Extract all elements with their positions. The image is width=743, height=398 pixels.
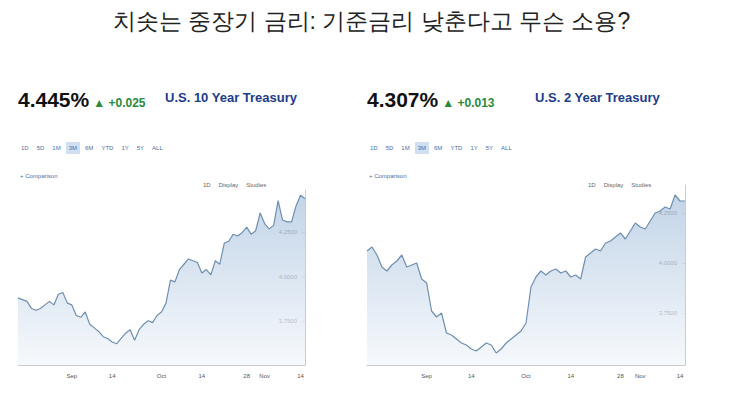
svg-text:28: 28 (243, 373, 250, 379)
html-text:Display: Display (603, 182, 624, 188)
html-text:1D: 1D (21, 145, 29, 151)
html-text:U.S. 10 Year Treasury: U.S. 10 Year Treasury (165, 90, 297, 105)
html-text:ALL: ALL (501, 145, 512, 151)
svg-text:Nov: Nov (259, 373, 270, 379)
html-text:1M: 1M (52, 145, 61, 151)
html-text:YTD: YTD (101, 145, 114, 151)
html-text:4.307% ▲ +0.013: 4.307% ▲ +0.013 (367, 88, 495, 111)
html-text:+ Comparison: + Comparison (20, 173, 58, 179)
html-text:YTD: YTD (450, 145, 463, 151)
svg-text:14: 14 (677, 373, 684, 379)
html-text:5D: 5D (36, 145, 45, 151)
html-text:Studies: Studies (631, 182, 652, 188)
html-text:3M: 3M (417, 145, 426, 151)
html-text:6M: 6M (85, 145, 94, 151)
html-text:3M: 3M (68, 145, 77, 151)
html-text:1D: 1D (588, 182, 596, 188)
html-text:6M: 6M (434, 145, 443, 151)
svg-text:Oct: Oct (157, 373, 167, 379)
svg-text:Nov: Nov (635, 373, 646, 379)
svg-text:Oct: Oct (521, 373, 531, 379)
html-text:1D: 1D (370, 145, 378, 151)
svg-text:14: 14 (109, 373, 116, 379)
svg-text:14: 14 (199, 373, 206, 379)
html-text:U.S. 2 Year Treasury: U.S. 2 Year Treasury (535, 90, 660, 105)
html-text:4.445% ▲ +0.025: 4.445% ▲ +0.025 (18, 88, 146, 111)
html-text:1D: 1D (203, 182, 211, 188)
svg-text:Sep: Sep (421, 373, 432, 379)
html-text:+ Comparison: + Comparison (369, 173, 407, 179)
html-text:Studies: Studies (246, 182, 267, 188)
html-text:1Y: 1Y (121, 145, 129, 151)
html-text:5D: 5D (385, 145, 394, 151)
html-text:Display: Display (218, 182, 239, 188)
html-text:1Y: 1Y (470, 145, 478, 151)
svg-text:14: 14 (567, 373, 574, 379)
svg-text:Sep: Sep (66, 373, 77, 379)
html-text:ALL: ALL (152, 145, 163, 151)
html-text:5Y: 5Y (136, 145, 145, 151)
svg-text:14: 14 (297, 373, 304, 379)
svg-text:14: 14 (468, 373, 475, 379)
html-text:5Y: 5Y (485, 145, 494, 151)
svg-text:28: 28 (617, 373, 624, 379)
html-text:1M: 1M (401, 145, 410, 151)
html-text:치솟는 중장기 금리: 기준금리 낮춘다고 무슨 소용?: 치솟는 중장기 금리: 기준금리 낮춘다고 무슨 소용? (112, 8, 631, 34)
